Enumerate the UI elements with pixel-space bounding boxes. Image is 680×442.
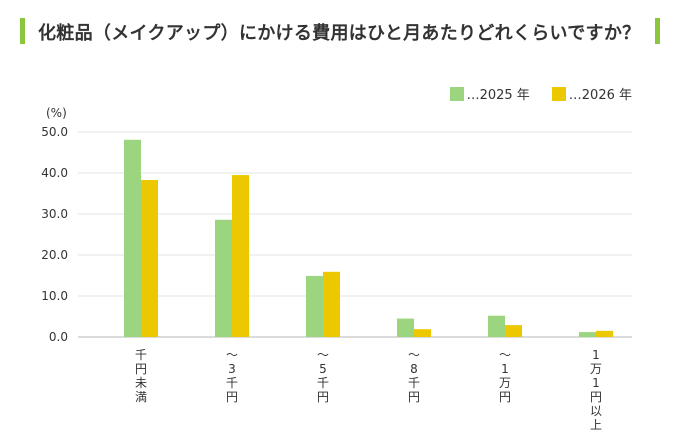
title-accent-left [20,18,25,44]
y-tick-label: 20.0 [41,248,68,262]
x-tick-label: 〜3千円 [225,348,238,404]
legend-swatch-2025 [449,86,464,101]
legend-label-2025: …2025 年 [466,88,530,103]
legend: …2025 年 …2026 年 [449,84,632,103]
bar-2025-4 [488,315,505,337]
bar-2026-2 [323,271,340,337]
x-tick-label: 〜1万円 [498,348,511,404]
bar-2025-2 [306,275,323,337]
bar-2025-3 [397,318,414,337]
x-tick-label: 1万1円以上 [589,348,602,432]
legend-swatch-2026 [551,86,566,101]
bar-2026-1 [232,175,249,337]
legend-label-2026: …2026 年 [568,88,632,103]
y-tick-label: 10.0 [41,289,68,303]
y-axis-label: (%) [46,106,67,120]
bar-2025-5 [579,332,596,337]
bar-2025-0 [124,139,141,337]
chart-title-block: 化粧品（メイクアップ）にかける費用はひと月あたりどれくらいですか？ [20,18,660,44]
y-tick-label: 40.0 [41,166,68,180]
bar-2026-3 [414,329,431,337]
chart-title: 化粧品（メイクアップ）にかける費用はひと月あたりどれくらいですか？ [38,23,641,44]
legend-item-2026: …2026 年 [551,84,632,103]
y-tick-label: 50.0 [41,125,68,139]
bar-2025-1 [215,219,232,337]
legend-item-2025: …2025 年 [449,84,530,103]
bar-2026-4 [505,325,522,337]
bar-2026-0 [141,179,158,337]
x-tick-label: 〜5千円 [316,348,329,404]
title-accent-right [655,18,660,44]
y-tick-label: 0.0 [49,330,68,344]
y-tick-label: 30.0 [41,207,68,221]
x-tick-label: 千円未満 [134,348,147,404]
bar-2026-5 [596,330,613,337]
x-tick-label: 〜8千円 [407,348,420,404]
